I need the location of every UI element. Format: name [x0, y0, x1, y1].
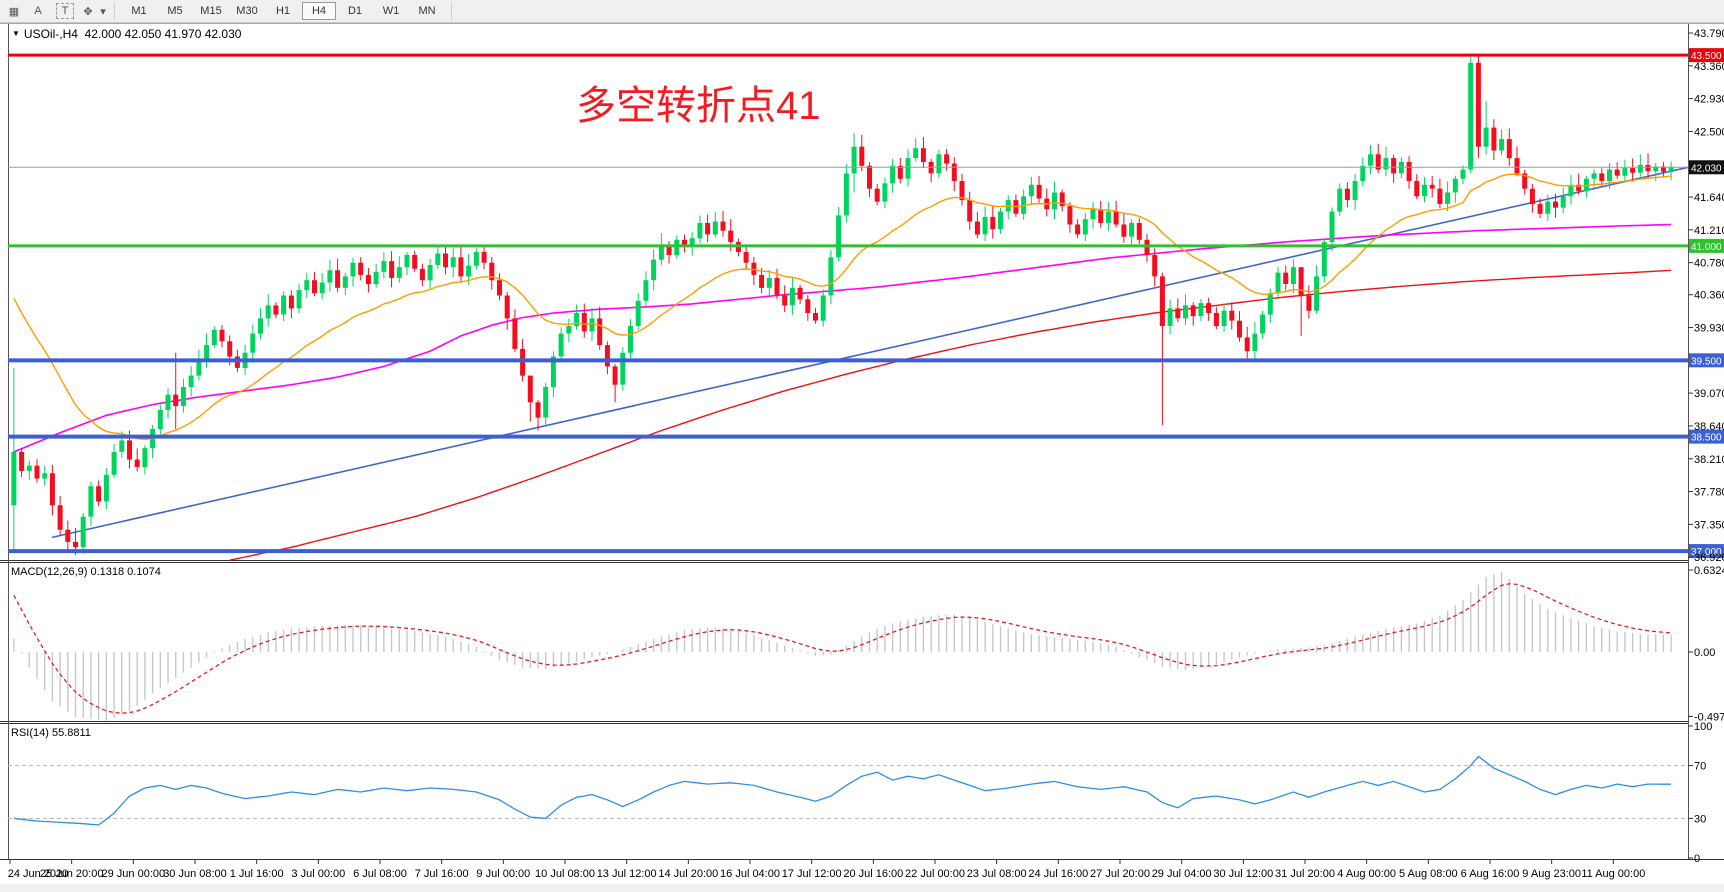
price-badge-label: 39.500: [1691, 356, 1722, 367]
price-tick-label: 43.790: [1694, 28, 1724, 40]
price-tick-label: 43.360: [1694, 61, 1724, 73]
time-tick-label: 3 Jul 00:00: [291, 868, 345, 880]
macd-indicator-label: MACD(12,26,9) 0.1318 0.1074: [11, 566, 161, 578]
timeframe-button-H4[interactable]: H4: [302, 2, 336, 20]
time-tick-label: 4 Aug 00:00: [1337, 868, 1396, 880]
price-tick-label: 41.210: [1694, 225, 1724, 237]
price-tick-label: 37.350: [1694, 519, 1724, 531]
macd-tick-label: 0.6324: [1694, 565, 1724, 577]
price-badge-label: 37.000: [1691, 547, 1722, 558]
chart-annotation-text: 多空转折点41: [576, 84, 821, 128]
macd-signal-line: [13, 583, 1672, 714]
price-badge-label: 43.500: [1691, 51, 1722, 62]
ma-magenta-line: [13, 223, 1672, 453]
time-tick-label: 20 Jul 16:00: [843, 868, 903, 880]
toolbar-separator: [451, 2, 452, 20]
price-tick-label: 38.210: [1694, 454, 1724, 466]
toolbar-separator: [114, 2, 115, 20]
price-tick-label: 40.780: [1694, 258, 1724, 270]
candles-layer: [11, 53, 1674, 555]
price-badge: [1689, 429, 1724, 444]
timeframe-button-D1[interactable]: D1: [347, 5, 363, 17]
price-tick-label: 37.780: [1694, 487, 1724, 499]
window-bottom-strip: [0, 884, 1724, 892]
time-tick-label: 25 Jun 20:00: [40, 868, 104, 880]
time-tick-label: 16 Jul 04:00: [720, 868, 780, 880]
price-badge: [1689, 160, 1724, 175]
ma-orange-line: [13, 173, 1672, 441]
cursor-tool-icon[interactable]: ✥: [83, 5, 93, 18]
rsi-tick-label: 100: [1694, 721, 1712, 733]
timeframe-group: M1 M5 M15 M30 H1 H4 D1 W1 MN: [121, 2, 445, 20]
ma-red-line: [229, 269, 1672, 561]
rsi-tick-label: 0: [1694, 853, 1700, 865]
price-tick-label: 41.640: [1694, 192, 1724, 204]
time-tick-label: 6 Aug 16:00: [1461, 868, 1520, 880]
chart-shift-icon[interactable]: ▦: [8, 5, 20, 18]
time-tick-label: 6 Jul 08:00: [353, 868, 407, 880]
price-badge-label: 42.030: [1691, 163, 1722, 174]
rsi-line: [13, 755, 1672, 826]
time-tick-label: 31 Jul 20:00: [1275, 868, 1335, 880]
time-tick-label: 30 Jun 08:00: [163, 868, 227, 880]
time-tick-label: 22 Jul 00:00: [905, 868, 965, 880]
rsi-tick-label: 70: [1694, 761, 1706, 773]
timeframe-button-H1[interactable]: H1: [275, 5, 291, 17]
timeframe-button-M30[interactable]: M30: [236, 5, 258, 17]
trendline: [51, 166, 1689, 539]
time-tick-label: 24 Jul 16:00: [1028, 868, 1088, 880]
time-tick-label: 13 Jul 12:00: [597, 868, 657, 880]
price-badge: [1689, 238, 1724, 253]
time-tick-label: 9 Aug 23:00: [1522, 868, 1581, 880]
time-tick-label: 27 Jul 20:00: [1090, 868, 1150, 880]
time-tick-label: 17 Jul 12:00: [782, 868, 842, 880]
timeframe-button-W1[interactable]: W1: [382, 5, 400, 17]
price-badge: [1689, 353, 1724, 368]
time-tick-label: 29 Jul 04:00: [1152, 868, 1212, 880]
rsi-tick-label: 30: [1694, 813, 1706, 825]
time-tick-label: 9 Jul 00:00: [476, 868, 530, 880]
timeframe-button-MN[interactable]: MN: [418, 5, 436, 17]
macd-tick-label: 0.00: [1694, 647, 1715, 659]
time-tick-label: 1 Jul 16:00: [230, 868, 284, 880]
time-tick-label: 14 Jul 20:00: [658, 868, 718, 880]
price-tick-label: 38.640: [1694, 421, 1724, 433]
timeframe-button-M5[interactable]: M5: [167, 5, 183, 17]
time-tick-label: 10 Jul 08:00: [535, 868, 595, 880]
rsi-indicator-label: RSI(14) 55.8811: [11, 727, 91, 739]
chart-header: ▼ USOil-,H4 42.000 42.050 41.970 42.030: [12, 27, 241, 41]
time-tick-label: 29 Jun 00:00: [102, 868, 166, 880]
timeframe-button-M1[interactable]: M1: [131, 5, 147, 17]
price-tick-label: 36.920: [1694, 552, 1724, 564]
time-tick-label: 11 Aug 00:00: [1581, 868, 1645, 880]
toolbar: ▦ A T ✥ ▾ M1 M5 M15 M30 H1 H4 D1 W1 MN: [0, 0, 1724, 23]
timeframe-button-M15[interactable]: M15: [200, 5, 222, 17]
price-tick-label: 39.070: [1694, 388, 1724, 400]
price-badge: [1689, 544, 1724, 559]
text-a-icon[interactable]: A: [34, 5, 42, 17]
time-tick-label: 23 Jul 08:00: [967, 868, 1027, 880]
time-tick-label: 7 Jul 16:00: [415, 868, 469, 880]
price-tick-label: 40.360: [1694, 290, 1724, 302]
chevron-down-icon[interactable]: ▼: [12, 29, 20, 38]
price-badge-label: 41.000: [1691, 242, 1722, 253]
price-tick-label: 42.500: [1694, 126, 1724, 138]
time-tick-label: 5 Aug 08:00: [1399, 868, 1458, 880]
time-tick-label: 24 Jun 2020: [8, 868, 69, 880]
dropdown-arrow-icon[interactable]: ▾: [100, 5, 106, 18]
price-tick-label: 39.930: [1694, 323, 1724, 335]
ohlc-values: 42.000 42.050 41.970 42.030: [84, 27, 242, 41]
time-tick-label: 30 Jul 12:00: [1213, 868, 1273, 880]
price-badge-label: 38.500: [1691, 433, 1722, 444]
text-label-icon[interactable]: T: [56, 3, 74, 19]
symbol-period-label: USOil-,H4: [23, 27, 78, 41]
macd-tick-label: -0.497: [1694, 711, 1724, 723]
price-badge: [1689, 48, 1724, 63]
price-tick-label: 42.930: [1694, 94, 1724, 106]
